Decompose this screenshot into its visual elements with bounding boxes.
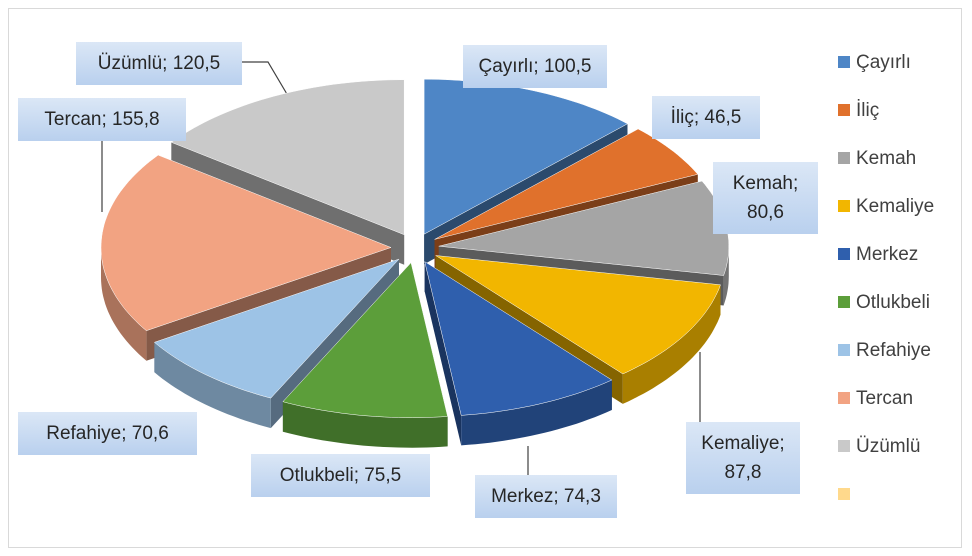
legend-label: İliç bbox=[856, 100, 879, 121]
legend-swatch bbox=[838, 296, 850, 308]
slice-wall bbox=[424, 261, 462, 446]
data-label: Kemah; 80,6 bbox=[713, 162, 818, 234]
legend-label: Kemah bbox=[856, 148, 916, 169]
legend-swatch bbox=[838, 488, 850, 500]
legend-label: Kemaliye bbox=[856, 196, 934, 217]
slice-side bbox=[461, 380, 612, 446]
data-label: Refahiye; 70,6 bbox=[18, 412, 197, 455]
slice bbox=[282, 262, 448, 448]
slice-side bbox=[101, 247, 147, 361]
legend-label: Tercan bbox=[856, 388, 913, 409]
legend-swatch bbox=[838, 392, 850, 404]
legend-label: Üzümlü bbox=[856, 436, 920, 457]
slice bbox=[100, 154, 392, 331]
slice-side bbox=[622, 284, 721, 404]
slice-side bbox=[154, 342, 271, 429]
leader-line bbox=[242, 61, 295, 107]
data-label: İliç; 46,5 bbox=[652, 96, 760, 139]
slice bbox=[424, 261, 613, 416]
slice bbox=[435, 255, 721, 375]
legend-swatch bbox=[838, 248, 850, 260]
legend-swatch bbox=[838, 344, 850, 356]
slice bbox=[424, 261, 613, 446]
data-label: Kemaliye; 87,8 bbox=[686, 422, 800, 494]
slice bbox=[170, 79, 405, 236]
data-label: Merkez; 74,3 bbox=[475, 475, 617, 518]
slice-side bbox=[282, 401, 448, 448]
data-label: Tercan; 155,8 bbox=[18, 98, 186, 141]
legend-swatch bbox=[838, 200, 850, 212]
legend-label: Merkez bbox=[856, 244, 918, 265]
legend-swatch bbox=[838, 104, 850, 116]
slice bbox=[423, 78, 629, 235]
legend-label: Otlukbeli bbox=[856, 292, 930, 313]
legend-swatch bbox=[838, 440, 850, 452]
slice bbox=[282, 262, 448, 418]
legend-label: Refahiye bbox=[856, 340, 931, 361]
legend-swatch bbox=[838, 56, 850, 68]
data-label: Üzümlü; 120,5 bbox=[76, 42, 242, 85]
leader-lines bbox=[101, 61, 701, 476]
slice bbox=[434, 128, 699, 240]
data-label: Çayırlı; 100,5 bbox=[463, 45, 607, 88]
legend-swatch bbox=[838, 152, 850, 164]
slice bbox=[153, 258, 400, 399]
legend-label: Çayırlı bbox=[856, 52, 911, 73]
data-label: Otlukbeli; 75,5 bbox=[251, 454, 430, 497]
